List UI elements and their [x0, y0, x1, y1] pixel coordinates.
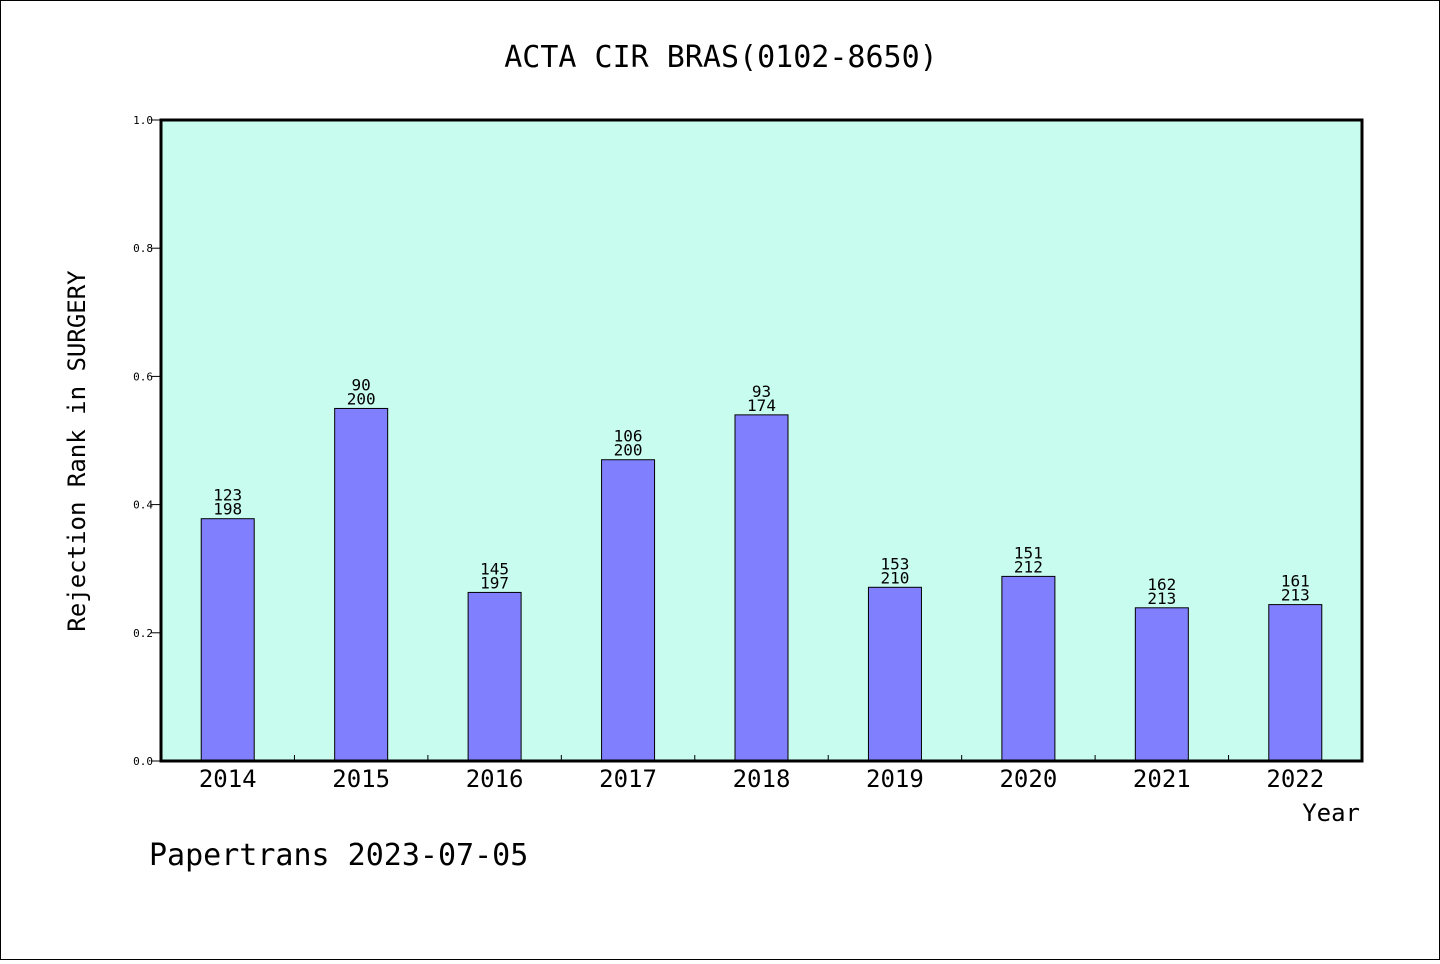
bar-label-bottom: 210 — [880, 568, 909, 587]
bars-group: 1231989020014519710620093174153210151212… — [200, 375, 1323, 762]
bar-2017 — [601, 459, 656, 762]
bar-label-top: 145 — [480, 559, 509, 578]
axes-group: 0.0 0.2 0.4 0.6 0.8 1.0 2014 2015 2016 2017 2018 20… — [133, 114, 1324, 793]
bar-label-bottom: 213 — [1147, 589, 1176, 608]
bar-label-top: 90 — [352, 375, 371, 394]
bar-2015 — [334, 407, 389, 762]
chart-title: ACTA CIR BRAS(0102-8650) — [504, 40, 937, 75]
y-tick-label: 0.8 — [133, 242, 153, 255]
bar-label-bottom: 213 — [1281, 586, 1310, 605]
bar-label-top: 151 — [1014, 543, 1043, 562]
bar-label-top: 161 — [1281, 572, 1310, 591]
plot-border — [159, 118, 1364, 763]
y-tick-label: 0.4 — [133, 499, 153, 512]
bar-label-bottom: 174 — [747, 396, 776, 415]
bar-label-bottom: 197 — [480, 573, 509, 592]
x-tick-label: 2021 — [1133, 765, 1191, 793]
x-tick-label: 2014 — [199, 765, 257, 793]
bar-label-top: 93 — [752, 382, 771, 401]
bar-label-bottom: 212 — [1014, 557, 1043, 576]
bar-label-top: 162 — [1147, 575, 1176, 594]
x-tick-label: 2020 — [999, 765, 1057, 793]
x-axis-label: Year — [1302, 799, 1360, 827]
bar-label-top: 153 — [880, 554, 909, 573]
bar-label-bottom: 200 — [347, 389, 376, 408]
bar-label-bottom: 198 — [213, 500, 242, 519]
y-tick-label: 0.6 — [133, 370, 153, 383]
x-tick-label: 2019 — [866, 765, 924, 793]
bar-2016 — [467, 591, 522, 762]
y-tick-label: 0.0 — [133, 755, 153, 768]
x-tick-label: 2022 — [1266, 765, 1324, 793]
bar-2021 — [1134, 607, 1189, 762]
x-tick-label: 2015 — [332, 765, 390, 793]
x-tick-label: 2018 — [733, 765, 791, 793]
x-tick-label: 2017 — [599, 765, 657, 793]
bar-label-top: 106 — [614, 427, 643, 446]
bar-2014 — [200, 518, 255, 762]
x-tick-label: 2016 — [466, 765, 524, 793]
y-axis-label: Rejection Rank in SURGERY — [63, 270, 91, 632]
y-tick-label: 1.0 — [133, 114, 153, 127]
bar-2020 — [1001, 575, 1056, 762]
bar-2018 — [734, 414, 789, 762]
bar-2019 — [867, 586, 922, 762]
y-tick-label: 0.2 — [133, 627, 153, 640]
bar-label-bottom: 200 — [614, 441, 643, 460]
bar-2022 — [1268, 604, 1323, 762]
bar-label-top: 123 — [213, 486, 242, 505]
footer-text: Papertrans 2023-07-05 — [149, 838, 528, 873]
